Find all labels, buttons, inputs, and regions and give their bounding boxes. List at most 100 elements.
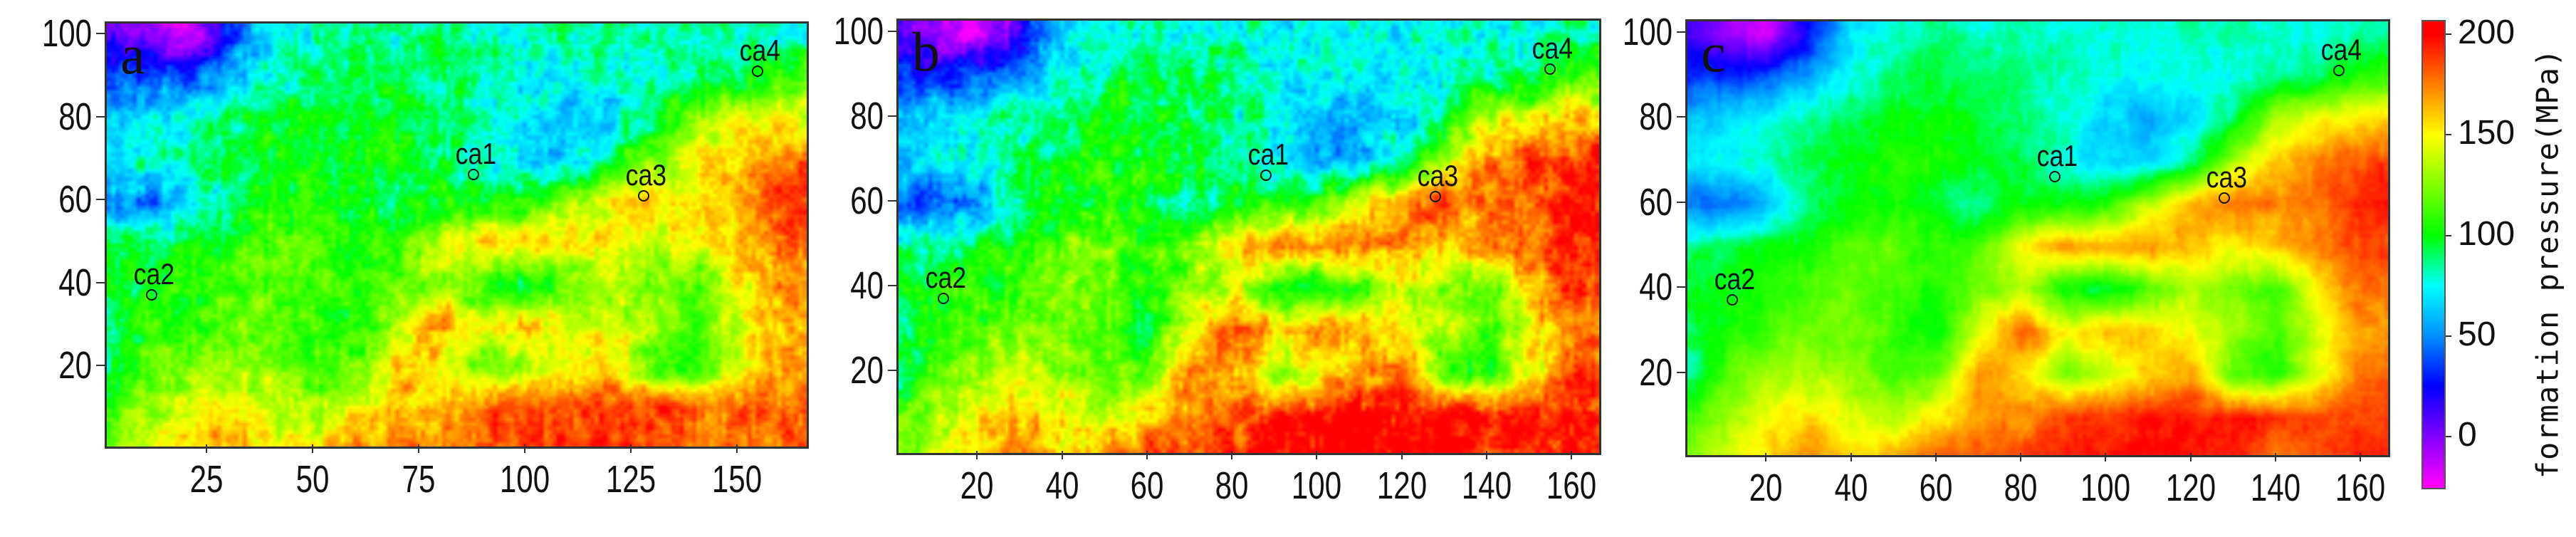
x-tick	[1765, 453, 1767, 462]
colorbar-tick	[2446, 234, 2451, 236]
x-tick	[1231, 451, 1233, 459]
x-tick	[1934, 453, 1937, 462]
y-tick-label: 40	[1639, 266, 1672, 309]
y-tick	[888, 30, 896, 32]
marker-ca2	[1726, 294, 1738, 306]
x-tick-label: 25	[189, 458, 224, 501]
marker-label: ca3	[2206, 160, 2248, 194]
y-tick	[1677, 31, 1685, 33]
y-tick-label: 80	[850, 94, 884, 137]
marker-ca3	[2219, 192, 2231, 204]
marker-label: ca1	[455, 137, 497, 171]
y-tick-label: 20	[58, 344, 92, 387]
marker-label: ca3	[1417, 158, 1459, 192]
x-tick-label: 100	[2080, 466, 2131, 509]
x-tick-label: 60	[1919, 466, 1953, 509]
x-tick	[311, 444, 313, 453]
x-tick-label: 125	[605, 458, 656, 501]
heatmap-image	[1687, 21, 2388, 455]
marker-ca4	[2333, 64, 2345, 76]
marker-label: ca3	[625, 157, 666, 192]
marker-ca1	[2048, 170, 2061, 182]
marker-label: ca1	[1247, 137, 1289, 172]
x-tick-label: 20	[960, 464, 994, 507]
colorbar-tick-label: 50	[2458, 316, 2496, 354]
colorbar-tick-label: 200	[2458, 13, 2515, 51]
x-tick-label: 60	[1130, 464, 1164, 507]
heatmap-image	[107, 24, 807, 447]
heatmap-panel-c	[1685, 19, 2390, 457]
x-tick-label: 40	[1045, 464, 1079, 507]
x-tick	[1316, 451, 1318, 459]
y-tick	[96, 199, 105, 201]
y-tick-label: 80	[58, 95, 92, 138]
y-tick	[1677, 116, 1685, 118]
x-tick	[1061, 451, 1063, 459]
marker-label: ca4	[2320, 32, 2362, 66]
x-tick-label: 160	[1546, 464, 1597, 507]
marker-ca1	[1260, 170, 1272, 182]
x-tick-label: 160	[2335, 466, 2386, 509]
x-tick	[2105, 453, 2107, 462]
x-tick-label: 80	[2004, 466, 2038, 509]
colorbar-tick-label: 150	[2458, 114, 2515, 152]
x-tick-label: 100	[499, 458, 550, 501]
y-tick	[1677, 201, 1685, 203]
heatmap-panel-a	[105, 21, 809, 449]
x-tick	[1146, 451, 1148, 459]
x-tick	[1571, 451, 1573, 459]
marker-label: ca4	[740, 33, 781, 67]
x-tick-label: 20	[1749, 466, 1783, 509]
marker-ca4	[1544, 63, 1556, 75]
x-tick	[1485, 451, 1487, 459]
colorbar-title: formation pressure(MPa)	[2530, 48, 2565, 479]
y-tick-label: 100	[1622, 10, 1672, 53]
panel-label: a	[120, 24, 145, 85]
x-tick-label: 50	[295, 458, 330, 501]
marker-ca1	[468, 169, 480, 181]
x-tick-label: 120	[2165, 466, 2216, 509]
marker-label: ca1	[2036, 138, 2078, 172]
x-tick	[205, 444, 207, 453]
colorbar-tick	[2446, 134, 2451, 136]
marker-label: ca2	[1714, 262, 1755, 296]
marker-label: ca2	[925, 260, 966, 294]
marker-label: ca4	[1532, 31, 1574, 66]
x-tick	[1850, 453, 1852, 462]
x-tick	[2274, 453, 2276, 462]
y-tick	[1677, 371, 1685, 373]
x-tick-label: 75	[402, 458, 436, 501]
colorbar-tick	[2446, 33, 2451, 35]
y-tick-label: 60	[58, 178, 92, 221]
y-tick-label: 40	[850, 264, 884, 307]
x-tick	[523, 444, 525, 453]
y-tick	[1677, 286, 1685, 288]
y-tick	[888, 199, 896, 202]
colorbar-tick	[2446, 335, 2451, 338]
x-tick	[1400, 451, 1403, 459]
marker-ca4	[752, 65, 764, 77]
marker-ca3	[637, 189, 649, 202]
y-tick	[96, 33, 105, 35]
x-tick-label: 100	[1292, 464, 1342, 507]
y-tick-label: 40	[58, 261, 92, 304]
y-tick-label: 20	[850, 348, 884, 392]
x-tick-label: 140	[1461, 464, 1512, 507]
x-tick-label: 150	[711, 458, 762, 501]
y-tick	[888, 284, 896, 286]
marker-ca3	[1430, 190, 1442, 202]
colorbar-tick-label: 0	[2458, 416, 2477, 454]
marker-ca2	[937, 292, 949, 304]
y-tick-label: 80	[1639, 95, 1672, 139]
heatmap-panel-b	[896, 19, 1601, 455]
panel-label: c	[1701, 21, 1726, 83]
y-tick	[888, 115, 896, 117]
x-tick-label: 120	[1376, 464, 1427, 507]
y-tick-label: 60	[1639, 180, 1672, 224]
x-tick	[2189, 453, 2192, 462]
marker-label: ca2	[133, 257, 174, 291]
y-tick	[96, 365, 105, 367]
colorbar-tick	[2446, 436, 2451, 438]
colorbar-tick-label: 100	[2458, 214, 2515, 253]
x-tick	[976, 451, 978, 459]
